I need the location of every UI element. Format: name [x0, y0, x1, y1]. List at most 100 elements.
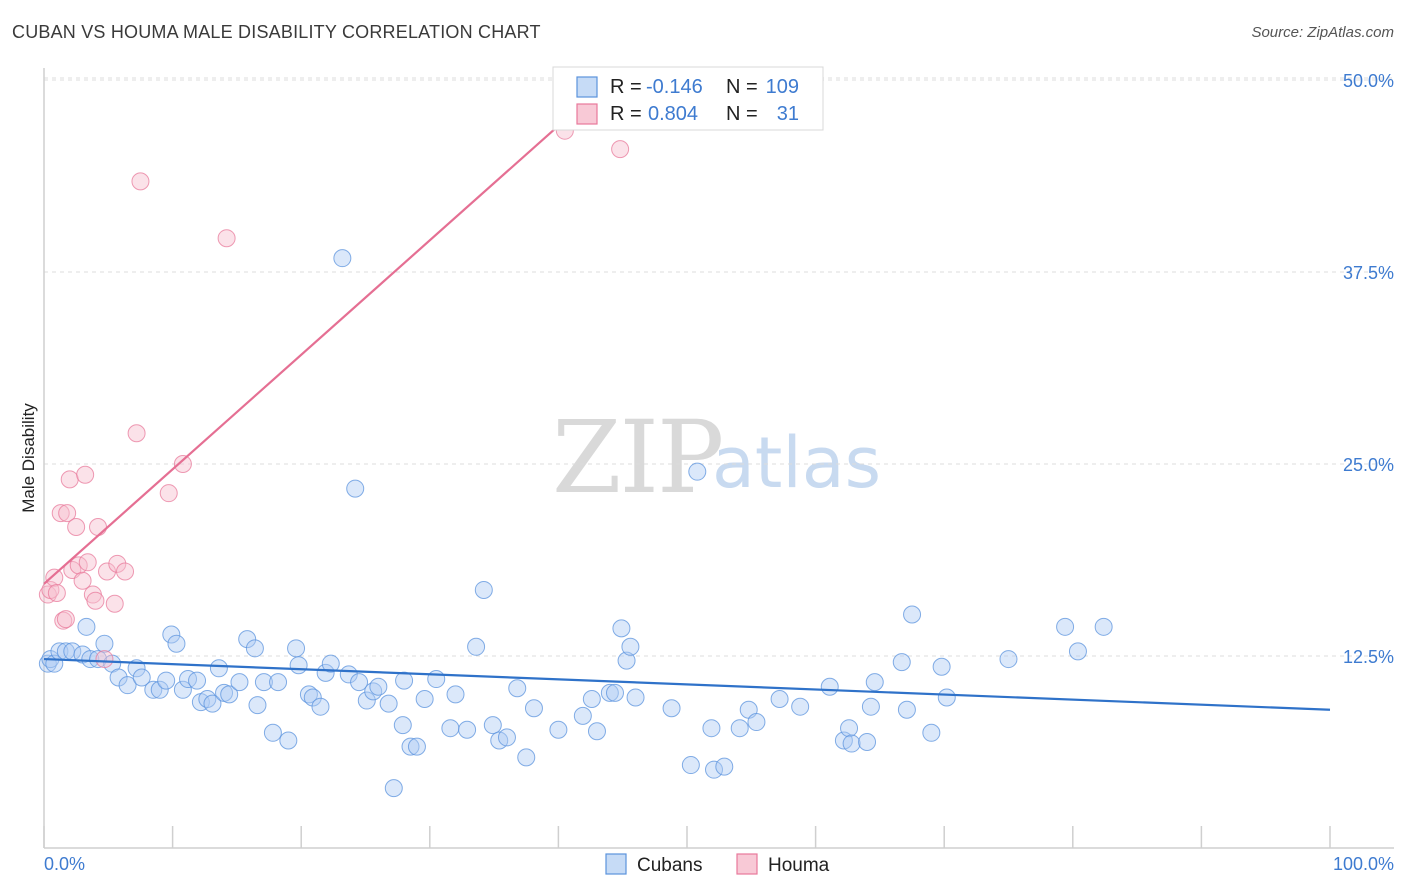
cuban-point [303, 688, 322, 707]
cuban-point [587, 722, 606, 741]
cuban-point [395, 671, 414, 690]
y-tick-label: 12.5% [1343, 647, 1394, 667]
cuban-point [612, 619, 631, 638]
cuban-point [254, 673, 273, 692]
legend-swatch-houma [576, 103, 598, 125]
cuban-point [401, 737, 420, 756]
cuban-point [524, 699, 543, 718]
cuban-point [173, 680, 192, 699]
legend-n-value-cubans: 109 [766, 76, 799, 98]
cuban-point [89, 650, 108, 669]
watermark-zip: ZIP [552, 399, 722, 516]
cuban-point [858, 733, 877, 752]
cuban-point [842, 734, 861, 753]
houma-point [108, 554, 127, 573]
cuban-point [932, 657, 951, 676]
houma-point [73, 571, 92, 590]
cuban-point [118, 676, 137, 695]
houma-point [76, 465, 95, 484]
cuban-point [446, 685, 465, 704]
cuban-point [269, 673, 288, 692]
cuban-point [369, 677, 388, 696]
cuban-point [415, 690, 434, 709]
x-tick-label-min: 0.0% [44, 854, 85, 874]
y-tick-label: 37.5% [1343, 263, 1394, 283]
legend-box [552, 66, 824, 131]
cuban-point [346, 479, 365, 498]
cuban-point [230, 673, 249, 692]
trend-lines [43, 79, 1331, 711]
legend-swatch-cubans [576, 76, 598, 98]
cuban-point [483, 716, 502, 735]
cuban-point [497, 728, 516, 747]
cuban-point [321, 654, 340, 673]
houma-point [98, 562, 117, 581]
cuban-point [127, 659, 146, 678]
cuban-point [144, 680, 163, 699]
cuban-point [248, 696, 267, 715]
correlation-legend: R = -0.146 N = 109 R = 0.804 N = 31 [552, 66, 824, 131]
cuban-point [1068, 642, 1087, 661]
cuban-point [922, 723, 941, 742]
legend-r-value-houma: 0.804 [648, 103, 698, 125]
chart-title: CUBAN VS HOUMA MALE DISABILITY CORRELATI… [12, 22, 541, 42]
legend-r-label-houma: R = [610, 103, 642, 125]
cuban-point [220, 685, 239, 704]
y-tick-label: 50.0% [1343, 71, 1394, 91]
cuban-point [715, 757, 734, 776]
cuban-point [474, 580, 493, 599]
cuban-point [1056, 617, 1075, 636]
cuban-point [820, 677, 839, 696]
cuban-point [393, 716, 412, 735]
houma-point [56, 610, 75, 629]
cuban-point [892, 653, 911, 672]
cuban-point [81, 650, 100, 669]
legend-n-label-houma: N = [726, 103, 758, 125]
cuban-point [621, 637, 640, 656]
houma-point [89, 517, 108, 536]
cuban-point [705, 760, 724, 779]
cuban-point [549, 720, 568, 739]
cuban-point [157, 671, 176, 690]
cuban-point [357, 691, 376, 710]
cuban-point [77, 617, 96, 636]
cuban-point [333, 249, 352, 268]
cuban-point [150, 680, 169, 699]
houma-point [47, 584, 66, 603]
cuban-point [747, 713, 766, 732]
cuban-point [238, 630, 257, 649]
cuban-point [441, 719, 460, 738]
x-axis-ticks [43, 826, 1331, 848]
houma-trend-line [43, 79, 611, 585]
cubans-points [38, 249, 1113, 798]
legend-r-label-cubans: R = [610, 76, 642, 98]
cuban-point [287, 639, 306, 658]
cuban-point [379, 694, 398, 713]
bottom-legend-swatch-houma [736, 853, 758, 875]
houma-point [95, 650, 114, 669]
cuban-point [605, 683, 624, 702]
houma-point [86, 591, 105, 610]
houma-points [38, 78, 630, 669]
bottom-legend-swatch-cubans [605, 853, 627, 875]
cuban-point [179, 670, 198, 689]
cuban-point [600, 683, 619, 702]
cuban-point [458, 720, 477, 739]
houma-point [217, 229, 236, 248]
cuban-point [897, 700, 916, 719]
houma-point [58, 504, 77, 523]
cuban-point [407, 737, 426, 756]
cuban-point [162, 625, 181, 644]
cuban-point [508, 679, 527, 698]
legend-r-value-cubans: -0.146 [646, 76, 703, 98]
cuban-point [350, 673, 369, 692]
x-tick-label-max: 100.0% [1333, 854, 1394, 874]
cuban-point [467, 637, 486, 656]
cuban-point [167, 634, 186, 653]
cuban-point [384, 779, 403, 798]
cuban-point [903, 605, 922, 624]
y-axis-label: Male Disability [19, 403, 38, 513]
cuban-point [617, 651, 636, 670]
cuban-point [289, 656, 308, 675]
houma-point [38, 585, 57, 604]
